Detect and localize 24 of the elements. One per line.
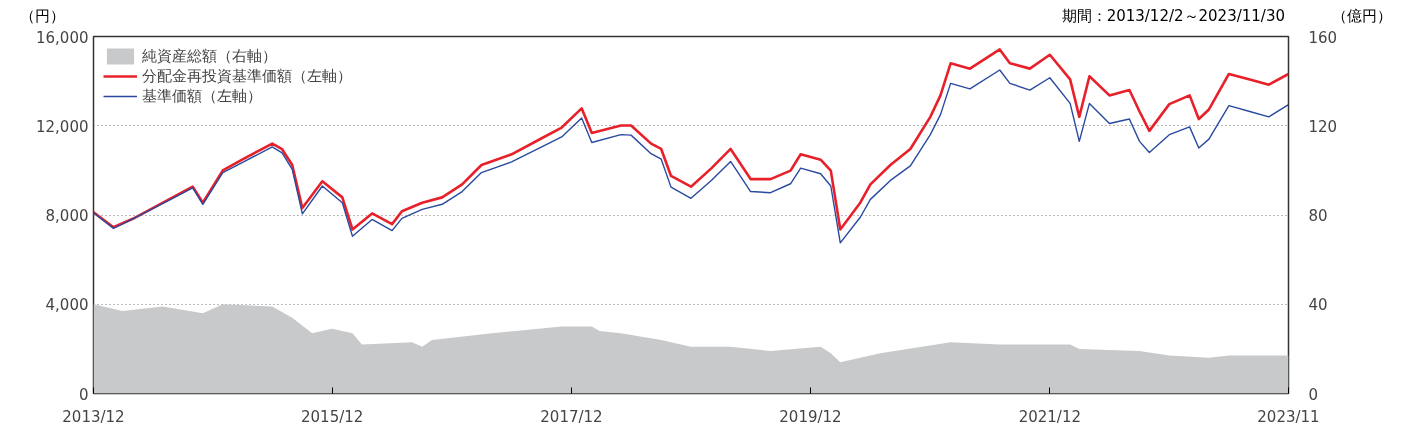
y2-tick-label: 40 xyxy=(1308,296,1328,315)
y2-axis-title: （億円） xyxy=(1332,6,1392,27)
legend-label: 基準価額（左軸） xyxy=(142,86,262,106)
y-tick-label: 16,000 xyxy=(36,28,89,47)
x-tick-label: 2017/12 xyxy=(540,407,603,426)
y-tick-label: 12,000 xyxy=(36,117,89,136)
x-tick-label: 2021/12 xyxy=(1018,407,1081,426)
y2-tick-label: 160 xyxy=(1308,28,1338,47)
y-tick-label: 8,000 xyxy=(45,207,89,225)
x-tick-label: 2013/12 xyxy=(62,407,125,426)
line-series xyxy=(93,48,1289,231)
x-tick-label: 2023/11 xyxy=(1257,407,1320,426)
line-series xyxy=(93,69,1289,244)
text: 期間：2013/12/2～2023/11/30 xyxy=(1061,6,1285,27)
x-tick-label: 2015/12 xyxy=(301,407,364,426)
y2-tick-label: 0 xyxy=(1308,385,1319,404)
x-tick-label: 2019/12 xyxy=(779,407,842,426)
y-axis-title: （円） xyxy=(20,6,65,27)
legend-label: 純資産総額（右軸） xyxy=(142,46,277,66)
y2-tick-label: 120 xyxy=(1308,117,1338,136)
legend-label: 分配金再投資基準価額（左軸） xyxy=(142,66,352,86)
y2-tick-label: 80 xyxy=(1308,207,1328,225)
y-tick-label: 0 xyxy=(78,385,89,404)
y-tick-label: 4,000 xyxy=(45,296,89,315)
